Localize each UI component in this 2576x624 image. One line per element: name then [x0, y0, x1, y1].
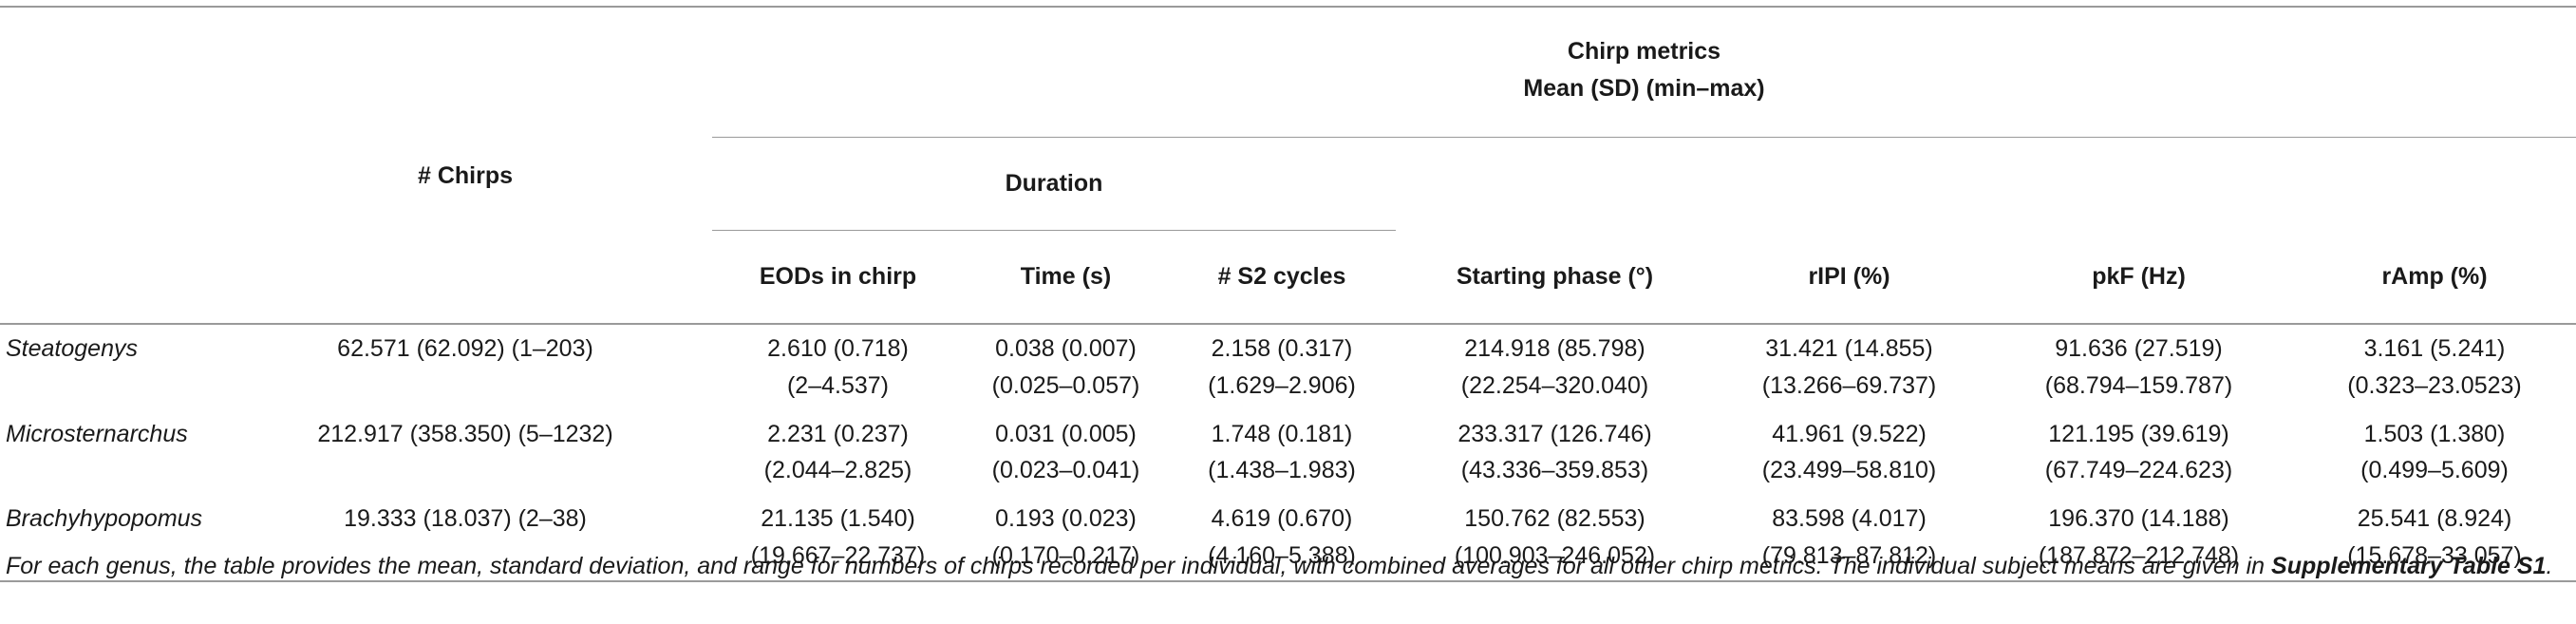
chirp-metrics-table: Chirp metrics Mean (SD) (min–max) # Chir…: [0, 6, 2576, 582]
col-ramp: rAmp (%): [2381, 262, 2488, 290]
genus-cell: Microsternarchus: [6, 420, 188, 447]
group-title-line2: Mean (SD) (min–max): [1523, 74, 1765, 102]
genus-cell: Brachyhypopomus: [6, 505, 203, 532]
caption-text: For each genus, the table provides the m…: [6, 553, 2272, 579]
chirps-cell: 62.571 (62.092) (1–203): [337, 335, 593, 362]
data-cell: 0.031 (0.005) (0.023–0.041): [991, 420, 1140, 484]
data-cell: 2.158 (0.317) (1.629–2.906): [1208, 335, 1356, 399]
table-row: Microsternarchus 212.917 (358.350) (5–12…: [0, 410, 2576, 496]
data-cell: 1.748 (0.181) (1.438–1.983): [1208, 420, 1356, 484]
col-time: Time (s): [1020, 262, 1112, 290]
data-cell: 3.161 (5.241) (0.323–23.0523): [2347, 335, 2522, 399]
table-row: Steatogenys 62.571 (62.092) (1–203) 2.61…: [0, 325, 2576, 410]
table-caption: For each genus, the table provides the m…: [6, 549, 2569, 583]
col-s2-cycles: # S2 cycles: [1217, 262, 1346, 290]
col-eods-in-chirp: EODs in chirp: [759, 262, 917, 290]
data-cell: 233.317 (126.746) (43.336–359.853): [1457, 420, 1652, 484]
col-pkf: pkF (Hz): [2092, 262, 2186, 290]
data-cell: 196.370 (14.188) (187.872–212.748): [2038, 505, 2240, 569]
data-cell: 1.503 (1.380) (0.499–5.609): [2360, 420, 2509, 484]
chirps-header: # Chirps: [417, 162, 514, 189]
data-cell: 2.231 (0.237) (2.044–2.825): [763, 420, 912, 484]
chirps-cell: 212.917 (358.350) (5–1232): [317, 420, 613, 447]
table-row: Brachyhypopomus 19.333 (18.037) (2–38) 2…: [0, 495, 2576, 581]
data-cell: 0.193 (0.023) (0.170–0.217): [991, 505, 1140, 569]
col-ripi: rIPI (%): [1808, 262, 1890, 290]
data-cell: 91.636 (27.519) (68.794–159.787): [2044, 335, 2233, 399]
col-starting-phase: Starting phase (°): [1456, 262, 1654, 290]
genus-cell: Steatogenys: [6, 335, 138, 362]
chirps-cell: 19.333 (18.037) (2–38): [344, 505, 587, 532]
data-cell: 83.598 (4.017) (79.813–87.812): [1761, 505, 1937, 569]
data-cell: 2.610 (0.718) (2–4.537): [767, 335, 909, 399]
data-cell: 0.038 (0.007) (0.025–0.057): [991, 335, 1140, 399]
caption-end: .: [2546, 553, 2553, 579]
data-cell: 21.135 (1.540) (19.667–22.737): [750, 505, 926, 569]
data-cell: 150.762 (82.553) (100.903–246.052): [1454, 505, 1656, 569]
data-cell: 214.918 (85.798) (22.254–320.040): [1460, 335, 1649, 399]
data-cell: 121.195 (39.619) (67.749–224.623): [2044, 420, 2233, 484]
data-cell: 4.619 (0.670) (4.160–5.388): [1208, 505, 1356, 569]
data-cell: 31.421 (14.855) (13.266–69.737): [1761, 335, 1937, 399]
group-title-line1: Chirp metrics: [1567, 38, 1721, 65]
duration-header: Duration: [712, 137, 1396, 231]
data-cell: 25.541 (8.924) (15.678–33.057): [2347, 505, 2522, 569]
data-cell: 41.961 (9.522) (23.499–58.810): [1761, 420, 1937, 484]
caption-ref[interactable]: Supplementary Table S1: [2271, 553, 2547, 579]
